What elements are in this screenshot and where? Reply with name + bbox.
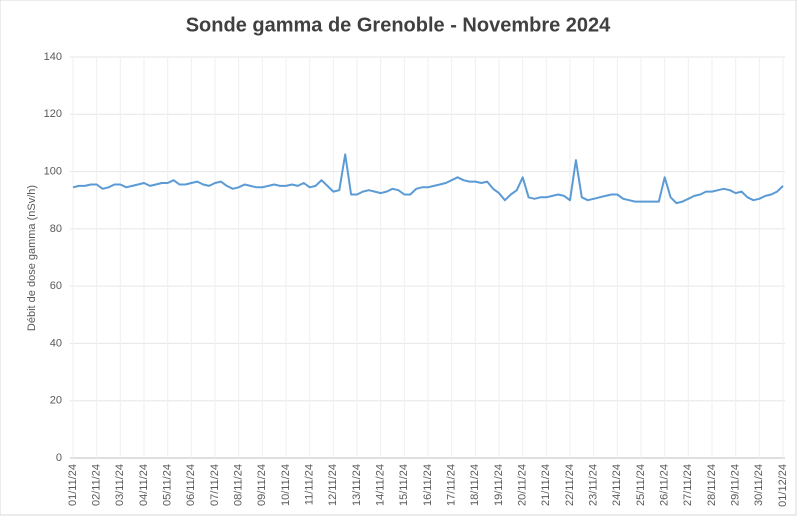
x-tick-label: 01/11/24 (67, 464, 79, 506)
x-tick-label: 01/12/24 (777, 464, 789, 507)
x-tick-label: 20/11/24 (517, 464, 529, 506)
x-tick-label: 24/11/24 (611, 464, 623, 506)
x-tick-label: 12/11/24 (327, 464, 339, 506)
x-tick-label: 14/11/24 (375, 464, 387, 506)
x-tick-label: 05/11/24 (162, 464, 174, 506)
line-series (72, 153, 784, 205)
y-tick-label: 20 (50, 395, 62, 407)
y-tick-label: 100 (44, 165, 62, 177)
x-tick-label: 25/11/24 (635, 464, 647, 506)
x-tick-label: 11/11/24 (304, 464, 316, 505)
x-tick-label: 03/11/24 (114, 464, 126, 506)
y-tick-label: 140 (44, 51, 62, 63)
x-tick-label: 17/11/24 (446, 464, 458, 506)
y-tick-label: 60 (50, 280, 62, 292)
x-tick-label: 23/11/24 (588, 464, 600, 506)
x-tick-label: 22/11/24 (564, 464, 576, 506)
y-tick-label: 120 (44, 108, 62, 120)
x-tick-label: 15/11/24 (398, 464, 410, 506)
x-tick-label: 21/11/24 (540, 464, 552, 506)
x-tick-label: 09/11/24 (256, 464, 268, 506)
x-tick-label: 06/11/24 (185, 464, 197, 506)
x-tick-label: 26/11/24 (659, 464, 671, 506)
y-tick-label: 80 (50, 223, 62, 235)
y-tick-label: 40 (50, 337, 62, 349)
x-tick-label: 16/11/24 (422, 464, 434, 506)
x-tick-label: 07/11/24 (209, 464, 221, 506)
x-tick-label: 19/11/24 (493, 464, 505, 506)
x-tick-label: 18/11/24 (469, 464, 481, 506)
x-tick-label: 30/11/24 (753, 464, 765, 506)
x-tick-label: 27/11/24 (682, 464, 694, 506)
x-tick-label: 08/11/24 (233, 464, 245, 506)
x-tick-label: 10/11/24 (280, 464, 292, 506)
x-tick-label: 13/11/24 (351, 464, 363, 506)
y-tick-label: 0 (56, 452, 62, 464)
x-tick-label: 28/11/24 (706, 464, 718, 506)
chart-title: Sonde gamma de Grenoble - Novembre 2024 (186, 14, 611, 36)
x-tick-label: 04/11/24 (138, 464, 150, 506)
x-tick-label: 02/11/24 (91, 464, 103, 506)
y-axis-title: Débit de dose gamma (nSv/h) (26, 185, 38, 331)
x-tick-label: 29/11/24 (730, 464, 742, 506)
